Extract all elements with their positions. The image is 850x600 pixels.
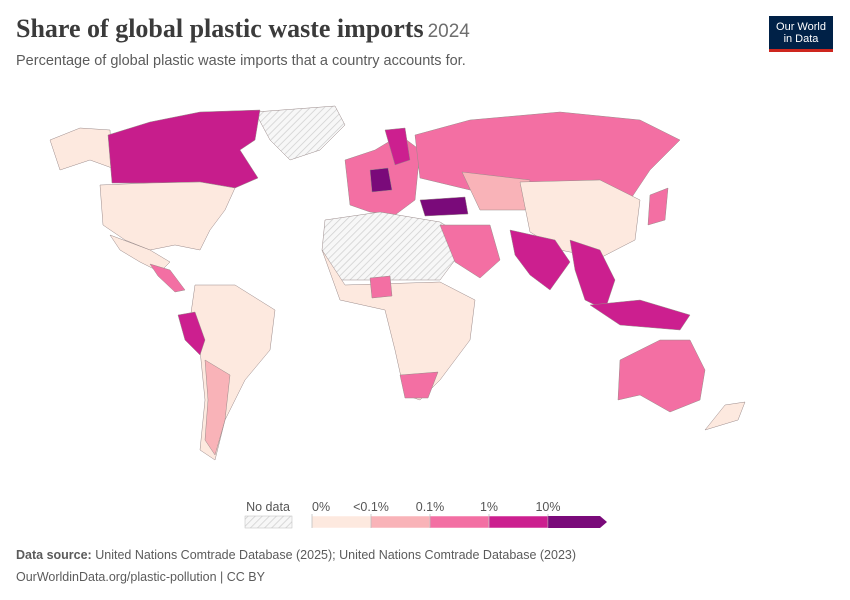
north-africa[interactable]: [321, 211, 471, 281]
canada[interactable]: [107, 109, 261, 189]
legend-swatch: [370, 515, 431, 529]
legend-tick-label: <0.1%: [353, 500, 389, 514]
argentina[interactable]: [204, 359, 231, 456]
legend-tick-label: 0%: [312, 500, 330, 514]
scandinavia[interactable]: [384, 127, 411, 166]
legend-swatch: [488, 515, 549, 529]
url[interactable]: OurWorldinData.org/plastic-pollution | C…: [16, 570, 265, 584]
legend-tick-label: 1%: [480, 500, 498, 514]
logo-line: Our World: [776, 21, 826, 33]
source-text: United Nations Comtrade Database (2025);…: [95, 548, 577, 562]
south-africa[interactable]: [399, 371, 439, 399]
legend-swatch: [429, 515, 490, 529]
new-zealand[interactable]: [704, 401, 746, 431]
legend-tick-label: 10%: [535, 500, 560, 514]
source-label: Data source:: [16, 548, 92, 562]
legend-swatch: [548, 516, 607, 528]
turkey[interactable]: [419, 196, 469, 217]
title: Share of global plastic waste imports: [16, 14, 424, 43]
middle-east[interactable]: [439, 224, 501, 279]
source: Data source: United Nations Comtrade Dat…: [16, 548, 576, 562]
logo-line: in Data: [783, 33, 819, 45]
countries: [49, 105, 746, 461]
alaska[interactable]: [49, 127, 113, 171]
legend: No data 0% <0.1% 0.1% 1% 10%: [244, 500, 607, 529]
usa[interactable]: [99, 181, 236, 251]
central-asia[interactable]: [461, 171, 531, 211]
central-america[interactable]: [149, 263, 186, 293]
legend-tick-label: 0.1%: [416, 500, 445, 514]
year: 2024: [427, 21, 470, 42]
china[interactable]: [519, 179, 641, 259]
india[interactable]: [509, 229, 571, 291]
peru[interactable]: [177, 311, 206, 356]
south-america[interactable]: [189, 284, 276, 461]
greenland[interactable]: [254, 105, 346, 161]
indonesia[interactable]: [589, 299, 691, 331]
title-row: Share of global plastic waste imports 202…: [16, 14, 470, 44]
nigeria[interactable]: [369, 275, 393, 299]
australia[interactable]: [617, 339, 706, 413]
subtitle: Percentage of global plastic waste impor…: [16, 53, 466, 69]
japan[interactable]: [647, 187, 669, 226]
logo[interactable]: Our World in Data: [769, 16, 833, 52]
legend-no-data-label: No data: [246, 500, 290, 514]
legend-swatch: [311, 515, 372, 529]
germany[interactable]: [369, 167, 393, 193]
legend-no-data-swatch: [244, 515, 293, 529]
